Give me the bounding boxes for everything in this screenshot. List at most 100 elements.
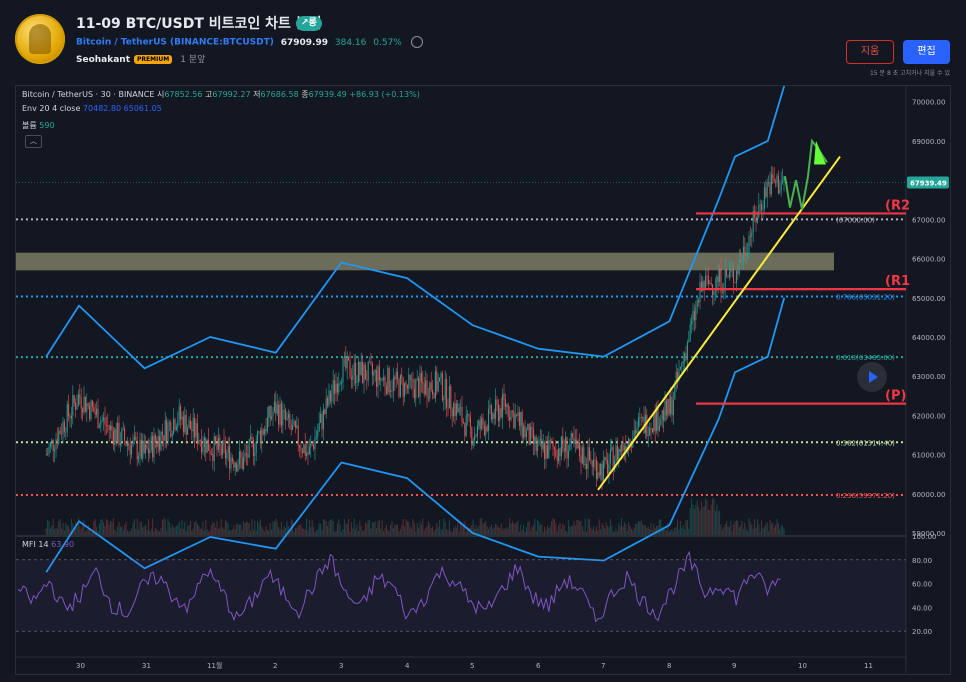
candle-body: [408, 374, 410, 389]
candle-body: [346, 356, 348, 369]
author-name[interactable]: Seohakant: [76, 55, 131, 65]
candle-body: [226, 453, 228, 459]
volume-bar: [243, 520, 245, 535]
volume-bar: [139, 522, 141, 535]
candle-body: [429, 382, 431, 399]
candle-body: [192, 417, 194, 432]
volume-bar: [63, 530, 65, 535]
volume-bar: [272, 521, 274, 535]
volume-bar: [286, 521, 288, 535]
volume-bar: [115, 531, 117, 535]
candle-body: [108, 425, 110, 430]
candle-body: [698, 300, 700, 302]
candle-body: [338, 383, 340, 393]
volume-bar: [220, 519, 222, 535]
candle-body: [243, 457, 245, 469]
volume-bar: [58, 521, 60, 535]
volume-bar: [427, 521, 429, 535]
volume-bar: [189, 520, 191, 535]
delete-button[interactable]: 지움: [846, 40, 894, 64]
candle-body: [83, 396, 85, 413]
candle-body: [331, 394, 333, 402]
edit-note: 15 분 8 초 고치거나 지울 수 있: [869, 70, 950, 77]
symbol-link[interactable]: Bitcoin / TetherUS (BINANCE:BTCUSDT): [76, 37, 274, 48]
candle-body: [383, 376, 385, 380]
volume-bar: [570, 526, 572, 535]
candle-body: [531, 426, 533, 430]
volume-bar: [650, 523, 652, 535]
candle-body: [104, 417, 106, 425]
author-avatar[interactable]: [15, 14, 65, 64]
candle-body: [516, 414, 518, 416]
volume-bar: [87, 525, 89, 535]
volume-bar: [402, 518, 404, 535]
envelope-lower-value: 65061.05: [123, 104, 162, 113]
candle-body: [402, 378, 404, 397]
x-tick-label: 10: [798, 662, 807, 670]
volume-bar: [153, 531, 155, 535]
chevron-up-icon[interactable]: ︿: [25, 135, 42, 148]
volume-bar: [460, 522, 462, 535]
volume-bar: [611, 525, 613, 535]
candle-body: [385, 386, 387, 394]
volume-bar: [310, 527, 312, 535]
volume-bar: [126, 530, 128, 535]
candle-body: [532, 429, 534, 444]
volume-bar: [684, 529, 686, 535]
volume-bar: [90, 531, 92, 535]
volume-bar: [384, 528, 386, 535]
candle-body: [300, 447, 302, 451]
volume-bar: [413, 523, 415, 535]
volume-bar: [374, 521, 376, 535]
candle-body: [320, 413, 322, 423]
premium-badge: PREMIUM: [134, 55, 173, 64]
volume-bar: [775, 525, 777, 535]
volume-bar: [406, 521, 408, 535]
volume-bar: [328, 521, 330, 535]
alarm-icon[interactable]: [410, 36, 423, 48]
candle-body: [419, 373, 421, 398]
candle-body: [594, 459, 596, 461]
volume-bar: [182, 528, 184, 535]
candle-body: [485, 426, 487, 436]
volume-bar: [112, 518, 114, 535]
author-line: Seohakant PREMIUM 1 분앞: [76, 52, 205, 65]
volume-bar: [136, 518, 138, 535]
volume-bar: [82, 522, 84, 535]
volume-bar: [458, 531, 460, 535]
envelope-legend: Env 20 4 close 70482.80 65061.05: [22, 104, 162, 113]
candle-body: [420, 373, 422, 382]
candle-body: [62, 421, 64, 435]
candle-body: [322, 409, 324, 430]
candle-body: [117, 422, 119, 443]
volume-bar: [689, 507, 691, 535]
candle-body: [663, 410, 665, 421]
candle-body: [342, 358, 344, 382]
candle-body: [602, 461, 604, 481]
volume-bar: [142, 527, 144, 535]
volume-bar: [248, 523, 250, 535]
y-tick-label: 59000.00: [912, 530, 945, 538]
candle-body: [489, 405, 491, 409]
volume-bar: [62, 522, 64, 535]
play-icon[interactable]: [857, 362, 887, 392]
volume-bar: [251, 519, 253, 535]
volume-bar: [210, 525, 212, 535]
volume-bar: [539, 524, 541, 535]
volume-bar: [545, 529, 547, 535]
edit-button[interactable]: 편집: [903, 40, 950, 64]
volume-bar: [395, 524, 397, 535]
volume-bar: [531, 526, 533, 535]
candle-body: [188, 420, 190, 428]
volume-bar: [657, 525, 659, 535]
candle-body: [360, 361, 362, 375]
volume-bar: [75, 521, 77, 535]
candle-body: [86, 403, 88, 412]
volume-bar: [303, 529, 305, 535]
volume-bar: [282, 530, 284, 535]
volume-bar: [124, 524, 126, 535]
volume-bar: [744, 522, 746, 535]
candle-body: [357, 361, 359, 382]
volume-bar: [535, 531, 537, 535]
